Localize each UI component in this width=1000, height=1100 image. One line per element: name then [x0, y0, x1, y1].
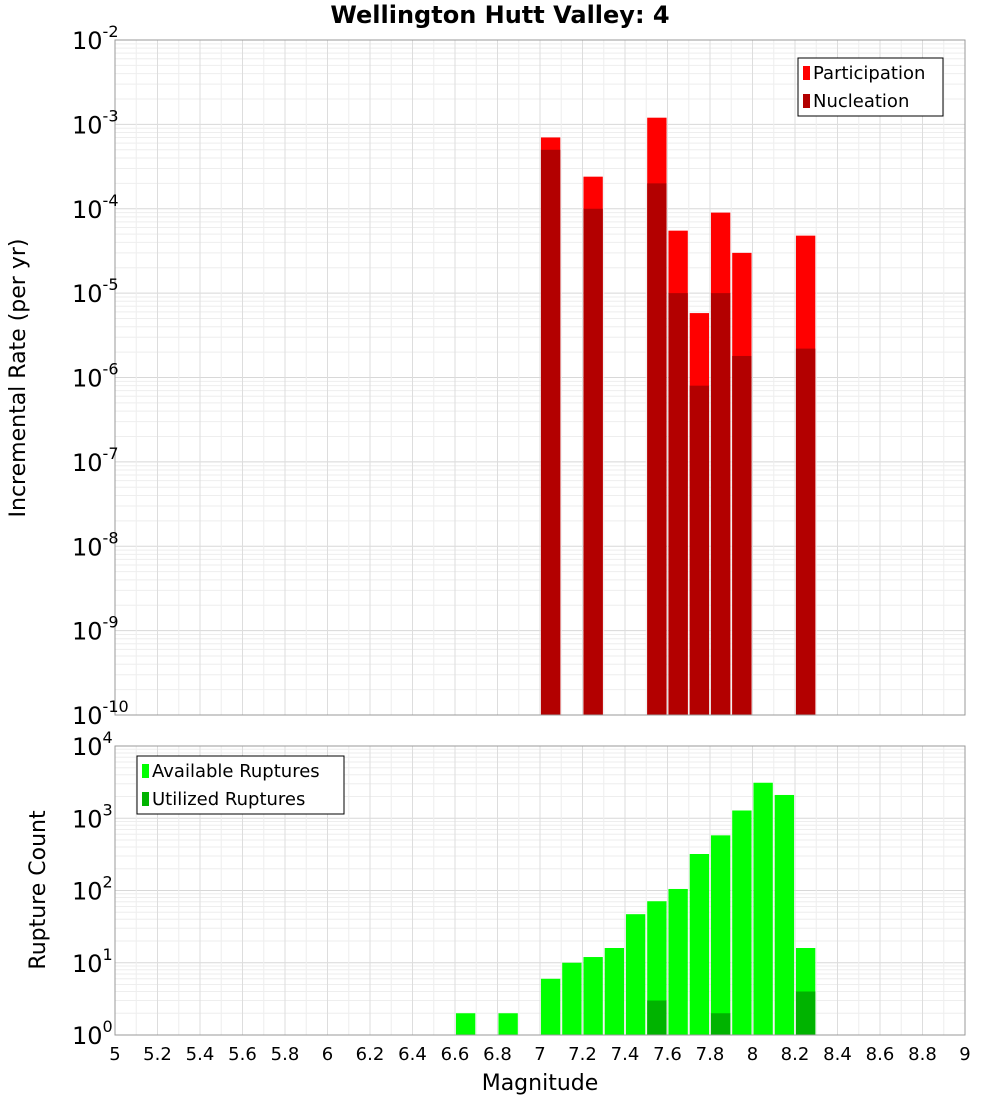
available-ruptures-bar: [710, 835, 731, 1035]
available-ruptures-bar: [689, 854, 710, 1035]
participation-legend-swatch: [803, 66, 810, 80]
nucleation-legend-swatch: [803, 94, 810, 108]
available-ruptures-bar: [732, 810, 752, 1035]
available-ruptures-legend-swatch: [142, 764, 149, 778]
nucleation-bar: [647, 183, 667, 716]
x-tick-label: 6.8: [483, 1044, 512, 1065]
top-y-tick-label: 10-5: [72, 275, 119, 308]
bottom-plot-area: 100 101 102 103 104 5 5.2 5.4 5.6 5.8 6 6.2 6.4 6.6 6.…: [72, 728, 971, 1065]
bottom-y-tick-label: 102: [72, 873, 113, 906]
participation-legend-label: Participation: [813, 63, 925, 84]
top-y-tick-label: 10-8: [72, 528, 119, 561]
available-ruptures-bar: [774, 794, 795, 1035]
available-ruptures-bar: [753, 782, 773, 1035]
nucleation-bar: [710, 293, 731, 715]
bottom-bars: [455, 782, 816, 1035]
x-tick-label: 5.6: [228, 1044, 257, 1065]
x-tick-label: 6.2: [356, 1044, 385, 1065]
nucleation-bar: [795, 348, 816, 715]
bottom-y-axis-label: Rupture Count: [26, 810, 51, 970]
x-tick-label: 8.8: [908, 1044, 937, 1065]
available-ruptures-bar: [498, 1013, 518, 1035]
available-ruptures-bar: [625, 914, 646, 1035]
x-tick-label: 5.4: [186, 1044, 215, 1065]
available-ruptures-bar: [604, 948, 625, 1035]
x-tick-label: 8.4: [823, 1044, 852, 1065]
nucleation-bar: [583, 208, 603, 715]
x-tick-label: 8.2: [781, 1044, 810, 1065]
nucleation-bar: [540, 149, 561, 715]
utilized-ruptures-bar: [795, 991, 816, 1035]
top-legend: Participation Nucleation: [797, 57, 944, 117]
x-tick-label: 7.2: [568, 1044, 597, 1065]
bottom-y-tick-label: 101: [72, 945, 113, 978]
x-tick-label: 6: [322, 1044, 333, 1065]
top-y-tick-label: 10-6: [72, 360, 119, 393]
available-ruptures-bar: [583, 957, 603, 1035]
x-tick-label: 7.6: [653, 1044, 682, 1065]
nucleation-bar: [732, 355, 752, 715]
x-tick-label: 5.2: [143, 1044, 172, 1065]
top-y-axis-label: Incremental Rate (per yr): [6, 239, 31, 518]
top-y-tick-label: 10-10: [72, 697, 129, 730]
available-ruptures-bar: [562, 962, 582, 1035]
top-y-tick-label: 10-9: [72, 613, 119, 646]
available-ruptures-bar: [668, 888, 688, 1035]
x-axis-label: Magnitude: [482, 1071, 599, 1096]
x-tick-labels: 5 5.2 5.4 5.6 5.8 6 6.2 6.4 6.6 6.8 7 7.2 7.4 7.6 7.8 8…: [109, 1044, 970, 1065]
x-tick-label: 6.6: [441, 1044, 470, 1065]
bottom-y-tick-label: 103: [72, 800, 113, 833]
nucleation-bar: [668, 293, 688, 715]
x-tick-label: 7.4: [611, 1044, 640, 1065]
top-plot-area: 10-10 10-9 10-8 10-7 10-6 10-5 10-4 10-3 10-2 Par…: [72, 22, 966, 730]
top-legend-box: [797, 57, 944, 117]
nucleation-bar: [689, 385, 710, 715]
utilized-ruptures-legend-label: Utilized Ruptures: [152, 789, 305, 810]
bottom-y-tick-labels: 100 101 102 103 104: [72, 728, 113, 1050]
bottom-y-tick-label: 100: [72, 1017, 113, 1050]
top-y-tick-labels: 10-10 10-9 10-8 10-7 10-6 10-5 10-4 10-3 10-2: [72, 22, 129, 730]
x-tick-label: 8.6: [866, 1044, 895, 1065]
top-bars: [540, 117, 816, 716]
top-y-tick-label: 10-2: [72, 22, 119, 55]
x-tick-label: 5.8: [271, 1044, 300, 1065]
utilized-ruptures-bar: [647, 1000, 667, 1035]
available-ruptures-bar: [540, 978, 561, 1035]
top-plot-frame: [114, 39, 966, 716]
x-tick-label: 9: [959, 1044, 970, 1065]
bottom-y-tick-label: 104: [72, 728, 113, 761]
bottom-plot-frame: [114, 745, 966, 1036]
x-tick-label: 7: [534, 1044, 545, 1065]
top-grid: [114, 39, 966, 716]
nucleation-legend-label: Nucleation: [813, 91, 909, 112]
top-y-tick-label: 10-7: [72, 444, 119, 477]
utilized-ruptures-legend-swatch: [142, 792, 149, 806]
top-y-tick-label: 10-4: [72, 191, 119, 224]
x-tick-label: 5: [109, 1044, 120, 1065]
bottom-legend: Available Ruptures Utilized Ruptures: [136, 755, 345, 815]
available-ruptures-legend-label: Available Ruptures: [152, 761, 320, 782]
top-y-tick-label: 10-3: [72, 106, 119, 139]
x-tick-label: 7.8: [696, 1044, 725, 1065]
x-tick-label: 6.4: [398, 1044, 427, 1065]
available-ruptures-bar: [455, 1013, 476, 1035]
chart-title: Wellington Hutt Valley: 4: [330, 1, 669, 29]
utilized-ruptures-bar: [710, 1013, 731, 1035]
bottom-legend-box: [136, 755, 345, 815]
x-tick-label: 8: [747, 1044, 758, 1065]
